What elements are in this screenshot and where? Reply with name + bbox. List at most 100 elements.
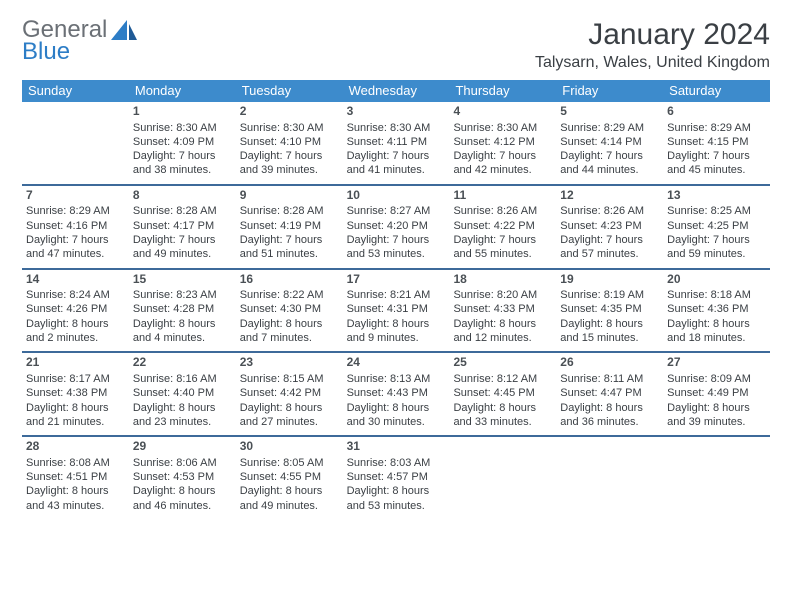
day-header: Tuesday <box>236 80 343 102</box>
sunrise-text: Sunrise: 8:06 AM <box>133 456 232 470</box>
sunset-text: Sunset: 4:10 PM <box>240 135 339 149</box>
day-cell: 12Sunrise: 8:26 AMSunset: 4:23 PMDayligh… <box>556 186 663 268</box>
sunrise-text: Sunrise: 8:19 AM <box>560 288 659 302</box>
sunset-text: Sunset: 4:15 PM <box>667 135 766 149</box>
sunrise-text: Sunrise: 8:28 AM <box>240 204 339 218</box>
calendar: SundayMondayTuesdayWednesdayThursdayFrid… <box>22 80 770 519</box>
sunrise-text: Sunrise: 8:29 AM <box>667 121 766 135</box>
day-cell: 4Sunrise: 8:30 AMSunset: 4:12 PMDaylight… <box>449 102 556 184</box>
sunset-text: Sunset: 4:25 PM <box>667 219 766 233</box>
day-number: 20 <box>667 272 766 288</box>
location: Talysarn, Wales, United Kingdom <box>535 54 770 72</box>
daylight-text: Daylight: 8 hours and 18 minutes. <box>667 317 766 346</box>
sunrise-text: Sunrise: 8:22 AM <box>240 288 339 302</box>
sunrise-text: Sunrise: 8:30 AM <box>240 121 339 135</box>
day-cell: 27Sunrise: 8:09 AMSunset: 4:49 PMDayligh… <box>663 353 770 435</box>
sunset-text: Sunset: 4:11 PM <box>347 135 446 149</box>
day-cell: 6Sunrise: 8:29 AMSunset: 4:15 PMDaylight… <box>663 102 770 184</box>
daylight-text: Daylight: 8 hours and 21 minutes. <box>26 401 125 430</box>
day-cell: 13Sunrise: 8:25 AMSunset: 4:25 PMDayligh… <box>663 186 770 268</box>
day-cell: 3Sunrise: 8:30 AMSunset: 4:11 PMDaylight… <box>343 102 450 184</box>
day-number: 3 <box>347 104 446 120</box>
day-number: 31 <box>347 439 446 455</box>
daylight-text: Daylight: 8 hours and 12 minutes. <box>453 317 552 346</box>
day-header: Saturday <box>663 80 770 102</box>
sunrise-text: Sunrise: 8:18 AM <box>667 288 766 302</box>
sunrise-text: Sunrise: 8:30 AM <box>453 121 552 135</box>
day-cell: 21Sunrise: 8:17 AMSunset: 4:38 PMDayligh… <box>22 353 129 435</box>
day-number: 8 <box>133 188 232 204</box>
daylight-text: Daylight: 7 hours and 44 minutes. <box>560 149 659 178</box>
day-number: 28 <box>26 439 125 455</box>
sunset-text: Sunset: 4:17 PM <box>133 219 232 233</box>
day-number: 14 <box>26 272 125 288</box>
logo-word-blue: Blue <box>22 40 107 64</box>
day-cell: 26Sunrise: 8:11 AMSunset: 4:47 PMDayligh… <box>556 353 663 435</box>
sunrise-text: Sunrise: 8:29 AM <box>560 121 659 135</box>
week-row: 14Sunrise: 8:24 AMSunset: 4:26 PMDayligh… <box>22 270 770 354</box>
sunset-text: Sunset: 4:19 PM <box>240 219 339 233</box>
daylight-text: Daylight: 8 hours and 36 minutes. <box>560 401 659 430</box>
sunset-text: Sunset: 4:09 PM <box>133 135 232 149</box>
day-header: Sunday <box>22 80 129 102</box>
day-number: 2 <box>240 104 339 120</box>
daylight-text: Daylight: 8 hours and 43 minutes. <box>26 484 125 513</box>
logo: General Blue <box>22 18 139 64</box>
sunset-text: Sunset: 4:38 PM <box>26 386 125 400</box>
daylight-text: Daylight: 8 hours and 4 minutes. <box>133 317 232 346</box>
sunset-text: Sunset: 4:35 PM <box>560 302 659 316</box>
sunrise-text: Sunrise: 8:08 AM <box>26 456 125 470</box>
daylight-text: Daylight: 8 hours and 15 minutes. <box>560 317 659 346</box>
day-number: 16 <box>240 272 339 288</box>
day-header: Monday <box>129 80 236 102</box>
logo-sail-icon <box>109 18 139 49</box>
daylight-text: Daylight: 8 hours and 39 minutes. <box>667 401 766 430</box>
week-row: 1Sunrise: 8:30 AMSunset: 4:09 PMDaylight… <box>22 102 770 186</box>
sunset-text: Sunset: 4:51 PM <box>26 470 125 484</box>
day-number: 15 <box>133 272 232 288</box>
day-number: 25 <box>453 355 552 371</box>
day-header-row: SundayMondayTuesdayWednesdayThursdayFrid… <box>22 80 770 102</box>
weeks-container: 1Sunrise: 8:30 AMSunset: 4:09 PMDaylight… <box>22 102 770 519</box>
day-cell: 5Sunrise: 8:29 AMSunset: 4:14 PMDaylight… <box>556 102 663 184</box>
day-cell: 28Sunrise: 8:08 AMSunset: 4:51 PMDayligh… <box>22 437 129 519</box>
day-cell: 20Sunrise: 8:18 AMSunset: 4:36 PMDayligh… <box>663 270 770 352</box>
title-block: January 2024 Talysarn, Wales, United Kin… <box>535 18 770 72</box>
day-number: 22 <box>133 355 232 371</box>
day-cell: 17Sunrise: 8:21 AMSunset: 4:31 PMDayligh… <box>343 270 450 352</box>
day-number: 24 <box>347 355 446 371</box>
day-number: 26 <box>560 355 659 371</box>
sunset-text: Sunset: 4:33 PM <box>453 302 552 316</box>
sunrise-text: Sunrise: 8:26 AM <box>453 204 552 218</box>
sunset-text: Sunset: 4:31 PM <box>347 302 446 316</box>
sunrise-text: Sunrise: 8:05 AM <box>240 456 339 470</box>
day-cell <box>22 102 129 184</box>
day-header: Wednesday <box>343 80 450 102</box>
daylight-text: Daylight: 7 hours and 49 minutes. <box>133 233 232 262</box>
sunrise-text: Sunrise: 8:23 AM <box>133 288 232 302</box>
daylight-text: Daylight: 8 hours and 9 minutes. <box>347 317 446 346</box>
day-cell: 10Sunrise: 8:27 AMSunset: 4:20 PMDayligh… <box>343 186 450 268</box>
day-header: Thursday <box>449 80 556 102</box>
sunrise-text: Sunrise: 8:20 AM <box>453 288 552 302</box>
sunset-text: Sunset: 4:22 PM <box>453 219 552 233</box>
day-number: 7 <box>26 188 125 204</box>
sunrise-text: Sunrise: 8:26 AM <box>560 204 659 218</box>
page: General Blue January 2024 Talysarn, Wale… <box>0 0 792 537</box>
week-row: 7Sunrise: 8:29 AMSunset: 4:16 PMDaylight… <box>22 186 770 270</box>
daylight-text: Daylight: 7 hours and 39 minutes. <box>240 149 339 178</box>
sunrise-text: Sunrise: 8:21 AM <box>347 288 446 302</box>
sunrise-text: Sunrise: 8:24 AM <box>26 288 125 302</box>
day-number: 6 <box>667 104 766 120</box>
day-number: 10 <box>347 188 446 204</box>
sunrise-text: Sunrise: 8:03 AM <box>347 456 446 470</box>
daylight-text: Daylight: 7 hours and 41 minutes. <box>347 149 446 178</box>
sunrise-text: Sunrise: 8:27 AM <box>347 204 446 218</box>
day-number: 29 <box>133 439 232 455</box>
day-number: 11 <box>453 188 552 204</box>
day-cell: 9Sunrise: 8:28 AMSunset: 4:19 PMDaylight… <box>236 186 343 268</box>
daylight-text: Daylight: 8 hours and 23 minutes. <box>133 401 232 430</box>
day-number: 23 <box>240 355 339 371</box>
sunset-text: Sunset: 4:28 PM <box>133 302 232 316</box>
day-number: 5 <box>560 104 659 120</box>
